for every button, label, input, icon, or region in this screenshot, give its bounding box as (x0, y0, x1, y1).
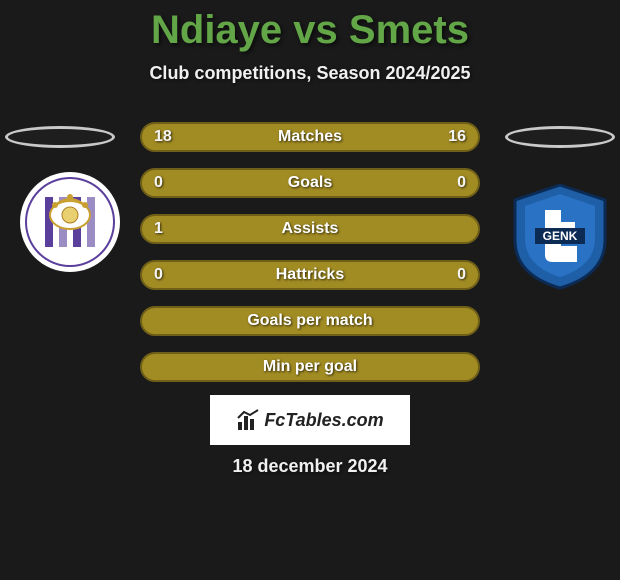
stat-row: Goals per match (140, 306, 480, 336)
subtitle: Club competitions, Season 2024/2025 (0, 63, 620, 84)
stat-label: Hattricks (276, 266, 344, 284)
stat-value-left: 0 (154, 266, 163, 284)
chart-icon (236, 408, 260, 432)
stat-label: Matches (278, 128, 342, 146)
brand-text: FcTables.com (264, 410, 383, 431)
stat-label: Goals per match (247, 312, 372, 330)
stat-label: Min per goal (263, 358, 357, 376)
date-label: 18 december 2024 (232, 456, 387, 477)
club-crest-left (20, 172, 120, 272)
stat-value-right: 16 (448, 128, 466, 146)
svg-text:GENK: GENK (543, 229, 578, 243)
stat-row: Min per goal (140, 352, 480, 382)
club-crest-right: GENK (505, 180, 615, 290)
player1-name: Ndiaye (151, 8, 282, 52)
stat-value-left: 18 (154, 128, 172, 146)
vs-label: vs (293, 8, 338, 52)
stat-value-left: 1 (154, 220, 163, 238)
genk-crest-icon: GENK (505, 180, 615, 290)
stat-row: 18 Matches 16 (140, 122, 480, 152)
stat-row: 1 Assists (140, 214, 480, 244)
platform-ellipse-right (505, 126, 615, 148)
brand-box[interactable]: FcTables.com (210, 395, 410, 445)
comparison-card: Ndiaye vs Smets Club competitions, Seaso… (0, 0, 620, 580)
player2-name: Smets (349, 8, 469, 52)
stat-value-left: 0 (154, 174, 163, 192)
page-title: Ndiaye vs Smets (0, 0, 620, 53)
stats-panel: 18 Matches 16 0 Goals 0 1 Assists 0 Hattricks 0 Goa… (140, 122, 480, 398)
platform-ellipse-left (5, 126, 115, 148)
stat-label: Assists (282, 220, 339, 238)
stat-value-right: 0 (457, 174, 466, 192)
stat-row: 0 Hattricks 0 (140, 260, 480, 290)
stat-row: 0 Goals 0 (140, 168, 480, 198)
stat-value-right: 0 (457, 266, 466, 284)
stat-label: Goals (288, 174, 332, 192)
anderlecht-crest-icon (25, 177, 115, 267)
